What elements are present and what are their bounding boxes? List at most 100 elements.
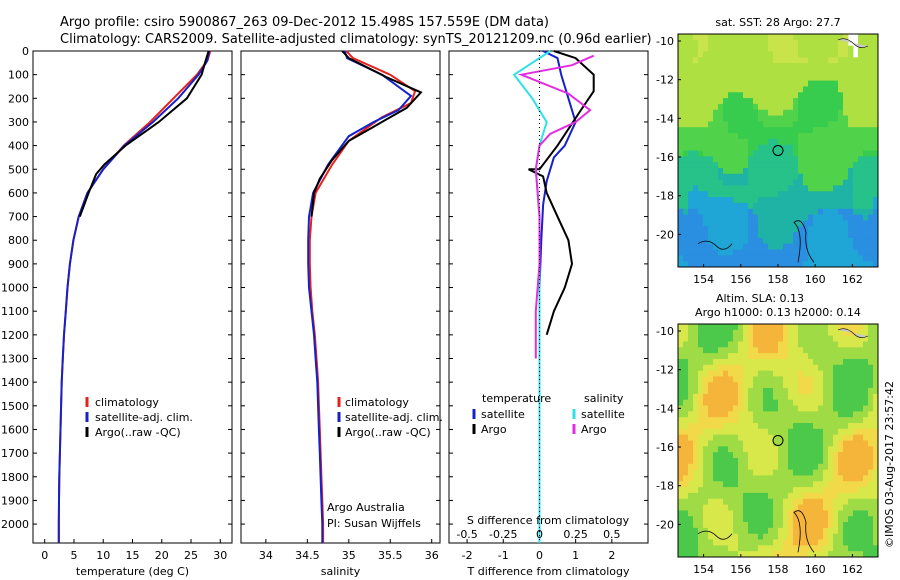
heat-cell [788,232,794,239]
heat-cell [873,214,879,221]
heat-cell [718,347,724,354]
heat-cell [828,358,834,366]
heat-cell [798,434,804,441]
heat-cell [833,173,839,181]
heat-cell [833,457,839,465]
heat-cell [778,457,784,465]
heat-cell [688,463,694,471]
heat-cell [718,167,724,175]
heat-cell [843,214,849,221]
heat-cell [858,34,864,41]
heat-cell [833,446,839,453]
heat-cell [728,347,734,354]
heat-cell [823,74,829,82]
heat-cell [708,539,714,546]
heat-cell [743,388,749,395]
heat-cell [773,522,779,529]
heat-cell [763,417,769,424]
heat-cell [743,498,749,505]
heat-cell [733,214,739,221]
heat-cell [708,481,714,488]
heat-cell [843,364,849,371]
heat-cell [818,405,824,412]
heat-cell [718,220,724,227]
heat-cell [693,399,699,406]
heat-cell [758,156,764,163]
heat-cell [848,539,854,546]
heat-cell [683,51,689,58]
heat-cell [858,249,864,256]
heat-cell [818,86,824,93]
heat-cell [823,551,829,558]
heat-cell [788,138,794,146]
heat-cell [823,393,829,401]
heat-cell [743,545,749,552]
heat-cell [718,51,724,58]
heat-cell [713,162,719,169]
heat-cell [698,545,704,552]
heat-cell [708,329,714,337]
heat-cell [763,220,769,227]
heat-cell [763,341,769,348]
heat-cell [783,358,789,366]
heat-cell [693,545,699,552]
heat-cell [698,324,704,331]
heat-cell [843,545,849,552]
heat-cell [768,452,774,459]
heat-cell [728,115,734,122]
heat-cell [793,388,799,395]
heat-cell [703,335,709,342]
coastline [697,530,733,540]
heat-cell [718,446,724,453]
heat-cell [828,545,834,552]
heat-cell [733,469,739,476]
heat-cell [703,522,709,529]
heat-cell [758,80,764,87]
x-tick-label: -1 [498,549,509,562]
heat-cell [773,475,779,482]
heat-cell [723,237,729,245]
heat-cell [813,423,819,430]
heat-cell [858,45,864,52]
heat-cell [703,202,709,210]
heat-cell [793,341,799,348]
heat-cell [803,411,809,418]
heat-cell [793,68,799,76]
heat-cell [708,353,714,360]
heat-cell [753,358,759,366]
heat-cell [798,255,804,262]
heat-cell [788,63,794,70]
heat-cell [838,156,844,163]
heat-cell [713,492,719,500]
heat-cell [753,498,759,505]
heat-cell [868,423,874,430]
heat-cell [803,208,809,215]
heat-cell [678,133,684,140]
heat-cell [713,417,719,424]
heat-cell [703,376,709,383]
heat-cell [693,324,699,331]
heat-cell [738,399,744,406]
heat-cell [793,63,799,70]
heat-cell [848,324,854,331]
heat-cell [783,220,789,227]
heat-cell [843,428,849,436]
heat-cell [823,487,829,494]
heat-cell [793,232,799,239]
heat-cell [813,510,819,517]
heat-cell [858,341,864,348]
heat-cell [873,173,879,181]
heat-cell [703,423,709,430]
heat-cell [833,39,839,47]
heat-cell [813,208,819,215]
heat-cell [698,358,704,366]
heat-cell [693,109,699,116]
heat-cell [858,167,864,175]
heat-cell [788,353,794,360]
heat-cell [763,68,769,76]
heat-cell [703,417,709,424]
heat-cell [808,423,814,430]
heat-cell [683,457,689,465]
heat-cell [868,457,874,465]
heat-cell [678,150,684,157]
